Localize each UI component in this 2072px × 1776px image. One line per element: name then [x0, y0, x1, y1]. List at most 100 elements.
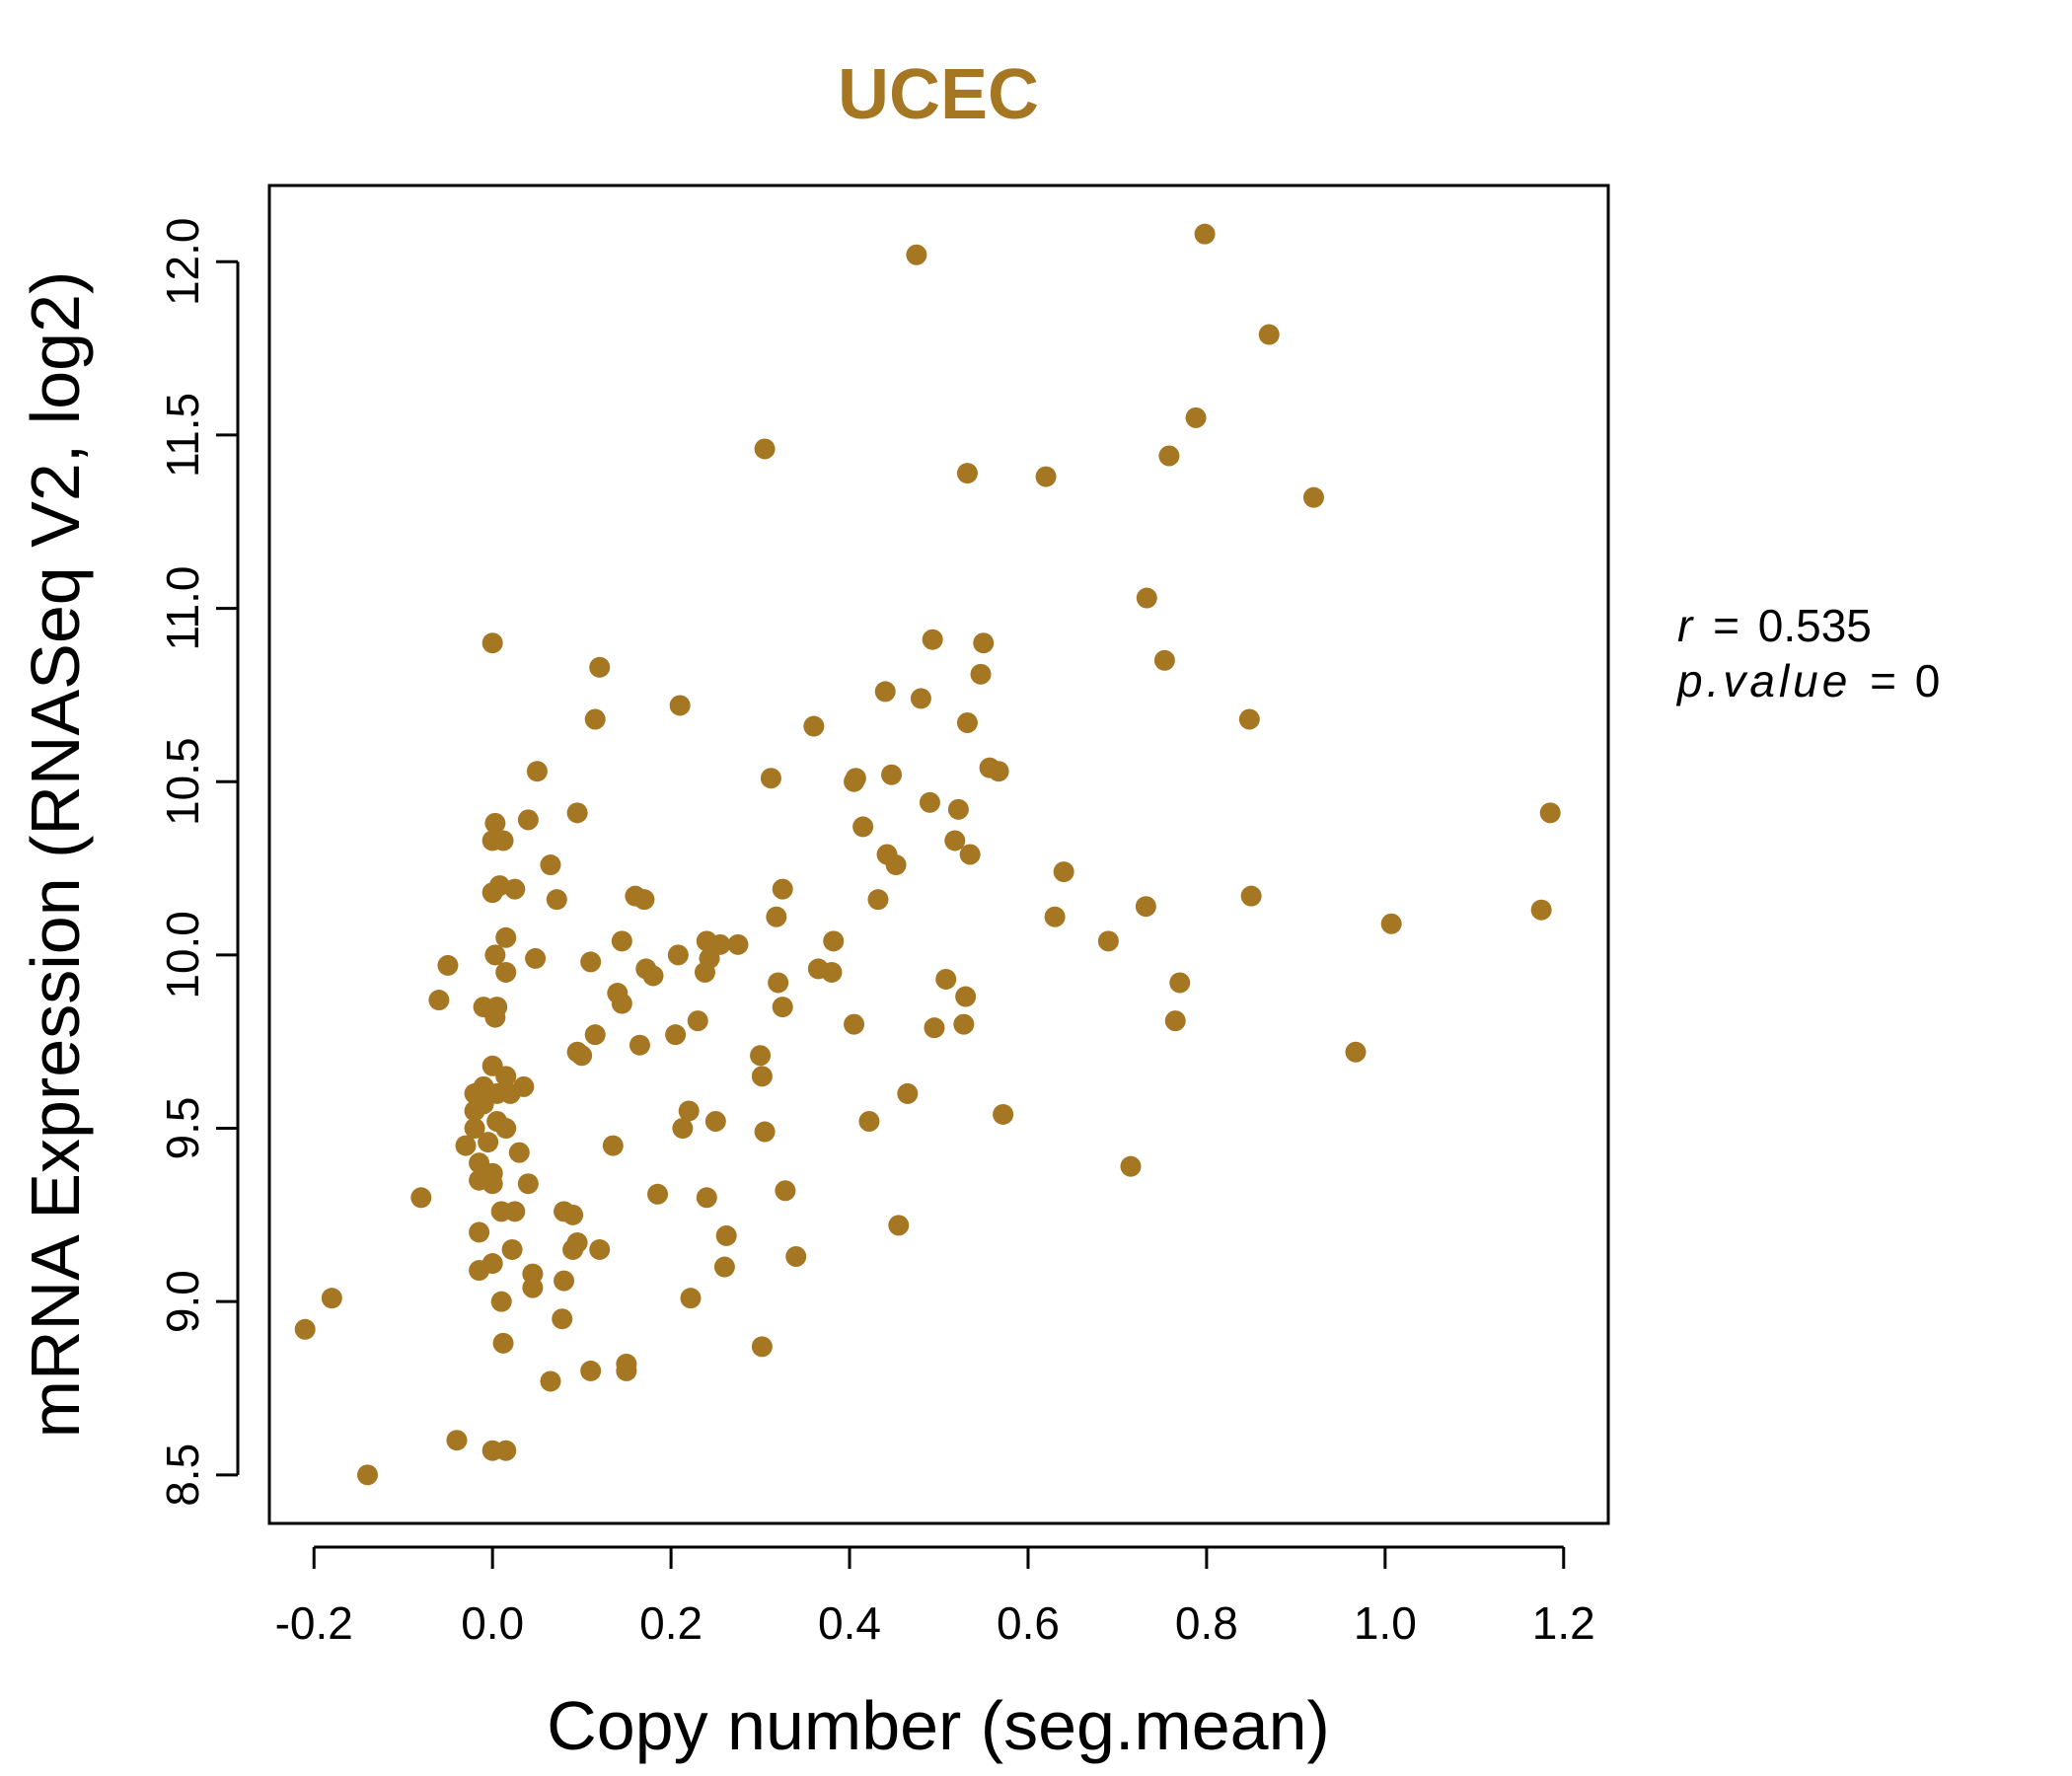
data-point: [478, 1132, 499, 1153]
data-point: [571, 1045, 593, 1067]
data-point: [754, 1121, 776, 1143]
data-point: [953, 1013, 975, 1035]
data-point: [858, 1110, 880, 1132]
data-point: [504, 1201, 526, 1222]
data-point: [554, 1270, 575, 1292]
data-point: [517, 1173, 539, 1195]
data-point: [687, 1010, 708, 1032]
data-point: [495, 1118, 517, 1140]
data-point: [772, 997, 793, 1018]
data-point: [696, 1187, 717, 1209]
data-point: [490, 1291, 512, 1312]
data-point: [775, 1180, 796, 1202]
data-point: [1169, 972, 1191, 994]
data-point: [1185, 407, 1207, 428]
data-point: [867, 889, 889, 911]
data-point: [1302, 486, 1324, 508]
data-point: [1053, 861, 1074, 883]
data-point: [881, 764, 903, 785]
data-point: [1240, 885, 1262, 907]
data-point: [508, 1142, 530, 1163]
data-point: [669, 695, 691, 716]
data-point: [526, 761, 548, 782]
data-point: [562, 1204, 584, 1225]
data-point: [970, 663, 992, 685]
data-point: [504, 878, 526, 900]
data-point: [852, 816, 874, 838]
data-point: [888, 1215, 910, 1236]
data-point: [501, 1238, 523, 1260]
data-point: [993, 1103, 1014, 1125]
y-axis: 8.5 9.0 9.5 10.0 10.5 11.0 11.5 12.0: [157, 218, 240, 1507]
data-point: [552, 1308, 573, 1330]
data-point: [446, 1430, 468, 1451]
data-point: [584, 1024, 606, 1046]
y-tick-label: 11.0: [157, 566, 208, 651]
data-point: [602, 1135, 624, 1156]
data-point: [959, 844, 981, 865]
data-point: [1035, 466, 1057, 487]
data-point: [672, 1118, 694, 1140]
x-axis: -0.2 0.0 0.2 0.4 0.6 0.8 1.0 1.2: [275, 1545, 1595, 1649]
x-tick-label: 0.2: [639, 1597, 703, 1649]
data-point: [897, 1082, 919, 1104]
data-point: [922, 629, 943, 650]
data-point: [464, 1118, 485, 1140]
data-point: [947, 798, 969, 820]
data-point: [647, 1183, 669, 1205]
x-tick-label: 1.0: [1354, 1597, 1417, 1649]
data-point: [611, 993, 632, 1014]
data-point: [584, 708, 606, 730]
data-point: [1530, 899, 1552, 921]
data-point: [910, 688, 931, 709]
r-value: 0.535: [1758, 600, 1872, 651]
y-tick-label: 8.5: [157, 1443, 208, 1507]
data-point: [321, 1288, 342, 1309]
y-tick-label: 12.0: [157, 218, 208, 307]
data-point: [727, 933, 749, 955]
data-point: [589, 656, 611, 678]
data-point: [709, 933, 731, 955]
data-point: [1153, 649, 1175, 671]
data-point: [1194, 223, 1216, 245]
data-point: [495, 926, 517, 948]
data-point: [546, 889, 567, 911]
r-statistic: r = 0.535: [1677, 600, 1872, 651]
data-point: [760, 768, 781, 789]
data-point: [1044, 906, 1066, 927]
data-point: [566, 802, 588, 824]
data-point: [906, 244, 927, 265]
data-point: [772, 878, 793, 900]
data-point: [754, 438, 776, 460]
data-point: [492, 830, 514, 851]
data-point: [1380, 913, 1402, 934]
y-tick-label: 9.5: [157, 1097, 208, 1160]
data-point: [823, 930, 845, 952]
x-tick-label: -0.2: [275, 1597, 353, 1649]
data-point: [845, 768, 866, 789]
data-point: [611, 930, 632, 952]
data-point: [566, 1231, 588, 1253]
data-point: [751, 1336, 773, 1358]
data-point: [1135, 896, 1156, 918]
data-point: [580, 951, 602, 973]
scatter-points: [294, 223, 1561, 1486]
data-point: [1164, 1010, 1186, 1032]
data-point: [665, 1024, 687, 1046]
data-point: [495, 1440, 517, 1461]
data-point: [1120, 1155, 1142, 1177]
x-tick-label: 0.6: [997, 1597, 1060, 1649]
data-point: [1258, 324, 1280, 345]
data-point: [1136, 587, 1157, 609]
chart-title: UCEC: [838, 55, 1039, 134]
data-point: [455, 1135, 477, 1156]
data-point: [589, 1238, 611, 1260]
data-point: [956, 712, 978, 734]
data-point: [1238, 708, 1260, 730]
data-point: [294, 1318, 316, 1340]
data-point: [540, 1370, 561, 1392]
data-point: [484, 812, 506, 834]
p-value-value: 0: [1915, 655, 1941, 706]
data-point: [540, 854, 561, 876]
p-value-statistic: p.value = 0: [1675, 655, 1940, 706]
